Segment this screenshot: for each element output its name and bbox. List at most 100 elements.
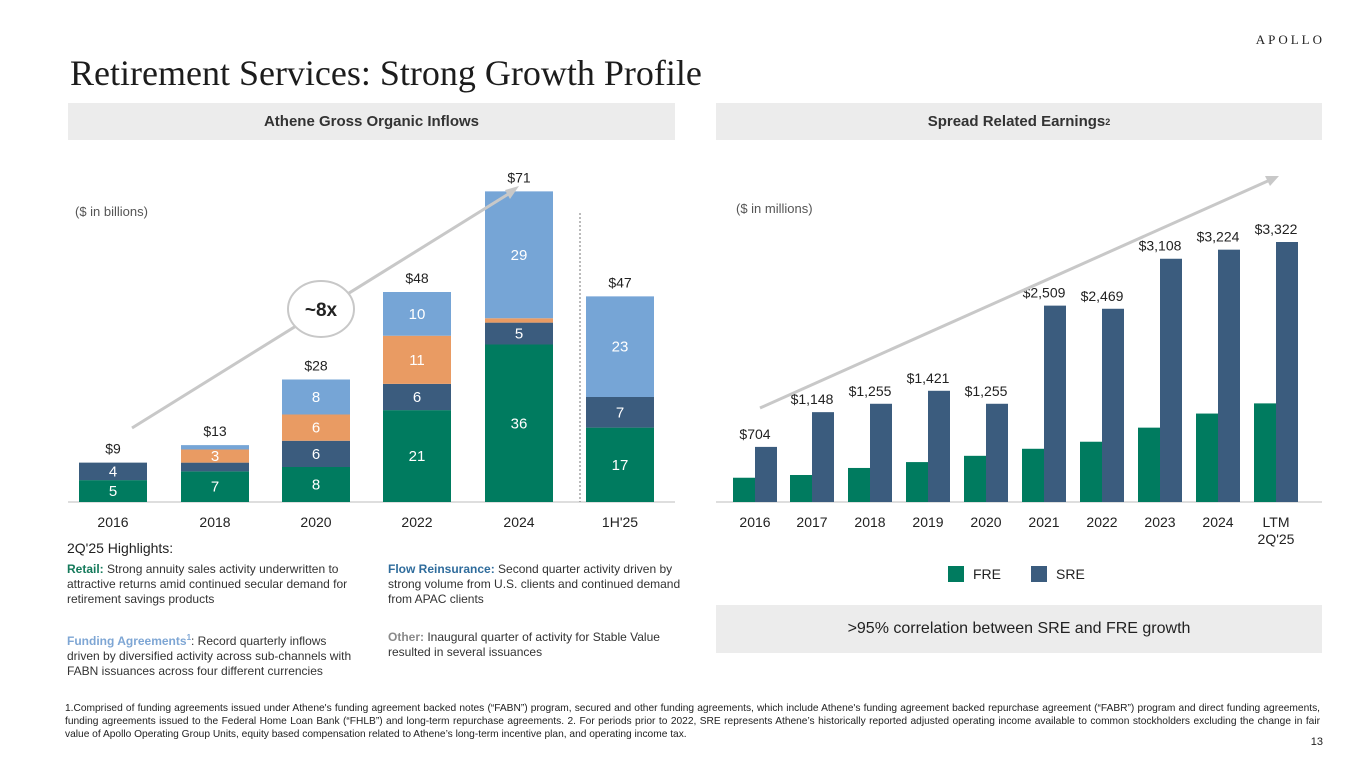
highlight-other: Other: Inaugural quarter of activity for…	[388, 630, 688, 660]
highlight-funding-text: : Record quarterly inflows driven by div…	[67, 634, 352, 678]
inflows-units-label: ($ in billions)	[75, 204, 148, 219]
highlight-other-text: Inaugural quarter of activity for Stable…	[388, 630, 660, 659]
sre-bar-sre-3	[928, 390, 950, 502]
legend-swatch-sre	[1031, 566, 1047, 582]
page-number: 13	[1310, 736, 1323, 748]
correlation-note: >95% correlation between SRE and FRE gro…	[716, 605, 1322, 653]
inflows-segment-label: 29	[511, 247, 528, 264]
inflows-bar-retail-1	[181, 471, 249, 502]
inflows-total-label: $48	[405, 270, 429, 286]
inflows-bar-retail-5	[586, 427, 654, 502]
sre-x-tick-label: 2Q'25	[1258, 531, 1295, 547]
inflows-panel-title: Athene Gross Organic Inflows	[263, 113, 480, 130]
sre-x-tick-label: 2016	[739, 514, 770, 530]
inflows-segment-label: 5	[515, 326, 523, 343]
sre-bar-fre-5	[1022, 448, 1044, 502]
sre-bar-sre-7	[1160, 258, 1182, 502]
sre-x-tick-label: 2021	[1028, 514, 1059, 530]
highlight-retail-label: Retail:	[67, 562, 104, 576]
inflows-x-tick-label: 2024	[503, 514, 534, 530]
sre-x-tick-label: 2018	[854, 514, 885, 530]
sre-value-label: $3,108	[1139, 238, 1182, 254]
inflows-bar-retail-4	[485, 344, 553, 502]
sre-legend: FRE SRE	[948, 566, 1085, 582]
inflows-segment-label: 6	[312, 420, 320, 437]
inflows-total-label: $13	[203, 423, 227, 439]
highlight-flow: Flow Reinsurance: Second quarter activit…	[388, 562, 693, 607]
sre-bar-fre-1	[790, 474, 812, 502]
sre-value-label: $3,224	[1197, 229, 1240, 245]
sre-bar-sre-0	[755, 446, 777, 502]
inflows-bar-flow-reinsurance-0	[79, 462, 147, 481]
sre-units-label: ($ in millions)	[736, 201, 813, 216]
highlight-funding-label: Funding Agreements	[67, 634, 187, 648]
inflows-bar-other-2	[282, 414, 350, 441]
inflows-bar-flow-reinsurance-1	[181, 462, 249, 472]
legend-swatch-fre	[948, 566, 964, 582]
inflows-bar-funding-agreements-1	[181, 445, 249, 450]
sre-bar-fre-8	[1196, 413, 1218, 502]
sre-bar-sre-4	[986, 403, 1008, 502]
sre-value-label: $2,509	[1023, 285, 1066, 301]
sre-bar-sre-9	[1276, 242, 1298, 502]
sre-value-label: $3,322	[1255, 221, 1298, 237]
legend-label-fre: FRE	[973, 566, 1001, 582]
inflows-total-label: $71	[507, 169, 531, 185]
inflows-segment-label: 8	[312, 477, 320, 494]
sre-title-footnote-ref: 2	[1105, 116, 1111, 127]
inflows-bar-retail-0	[79, 480, 147, 502]
inflows-segment-label: 7	[211, 479, 219, 496]
sre-bar-fre-7	[1138, 427, 1160, 502]
sre-panel-title: Spread Related Earnings	[927, 113, 1106, 130]
sre-value-label: $1,255	[965, 383, 1008, 399]
footnote: 1.Comprised of funding agreements issued…	[65, 703, 1320, 740]
highlight-retail: Retail: Strong annuity sales activity un…	[67, 562, 367, 607]
apollo-logo: APOLLO	[1255, 32, 1325, 47]
inflows-bar-other-3	[383, 335, 451, 384]
inflows-growth-arrowhead	[505, 186, 519, 199]
inflows-bar-funding-agreements-5	[586, 296, 654, 397]
sre-growth-arrow	[759, 178, 1271, 410]
inflows-total-label: $47	[608, 274, 632, 290]
sre-panel-header: Spread Related Earnings 2	[716, 103, 1322, 140]
inflows-x-tick-label: 2018	[199, 514, 230, 530]
sre-bar-sre-2	[870, 403, 892, 502]
inflows-panel-header: Athene Gross Organic Inflows	[68, 103, 675, 140]
page-title: Retirement Services: Strong Growth Profi…	[70, 53, 702, 93]
inflows-segment-label: 3	[211, 448, 219, 465]
inflows-segment-label: 36	[511, 415, 528, 432]
inflows-x-tick-label: 2016	[97, 514, 128, 530]
sre-bar-fre-2	[848, 467, 870, 502]
inflows-bar-retail-3	[383, 410, 451, 502]
inflows-bar-funding-agreements-2	[282, 379, 350, 415]
sre-x-tick-label: 2019	[912, 514, 943, 530]
sre-value-label: $1,255	[849, 383, 892, 399]
inflows-bar-flow-reinsurance-5	[586, 397, 654, 428]
sre-bar-fre-0	[733, 477, 755, 502]
legend-item-sre: SRE	[1031, 566, 1085, 582]
inflows-x-tick-label: 2020	[300, 514, 331, 530]
inflows-bar-other-4	[485, 318, 553, 323]
inflows-bar-flow-reinsurance-2	[282, 440, 350, 467]
inflows-bar-funding-agreements-4	[485, 191, 553, 319]
highlight-funding-sup: 1	[186, 633, 192, 642]
correlation-note-text: >95% correlation between SRE and FRE gro…	[847, 620, 1191, 637]
sre-bar-sre-8	[1218, 249, 1240, 502]
highlight-flow-text: Second quarter activity driven by strong…	[388, 562, 681, 606]
legend-item-fre: FRE	[948, 566, 1001, 582]
inflows-segment-label: 10	[409, 306, 426, 323]
inflows-segment-label: 8	[312, 389, 320, 406]
inflows-x-tick-label: 2022	[401, 514, 432, 530]
inflows-segment-label: 23	[612, 339, 629, 356]
inflows-x-tick-label: 1H'25	[602, 514, 638, 530]
inflows-total-label: $28	[304, 358, 328, 374]
inflows-segment-label: 21	[409, 448, 426, 465]
inflows-bar-other-1	[181, 449, 249, 463]
inflows-segment-label: 11	[409, 352, 425, 369]
sre-bar-fre-4	[964, 455, 986, 502]
highlights-title: 2Q'25 Highlights:	[67, 540, 174, 556]
sre-x-tick-label: 2023	[1144, 514, 1175, 530]
inflows-bar-funding-agreements-3	[383, 292, 451, 336]
inflows-total-label: $9	[105, 441, 121, 457]
